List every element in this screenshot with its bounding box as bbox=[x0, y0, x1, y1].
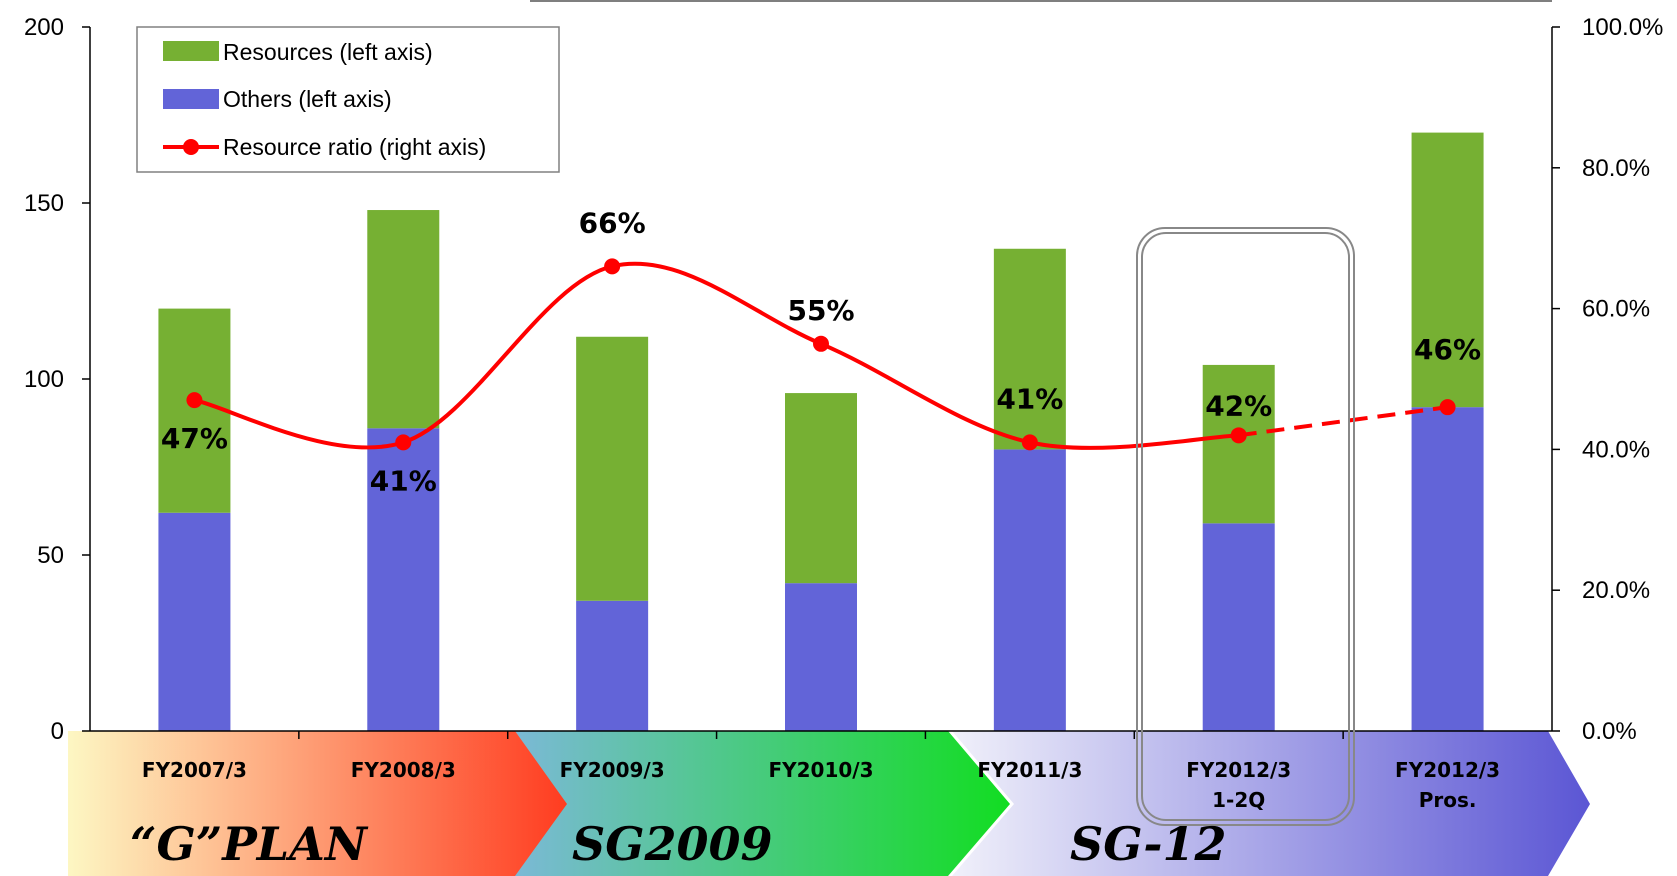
phase-arrow-sg12 bbox=[952, 731, 1590, 876]
category-label-5: FY2012/3 1-2Q bbox=[1186, 758, 1291, 812]
category-label-1: FY2008/3 bbox=[351, 758, 456, 782]
left-tick-label-3: 150 bbox=[24, 190, 64, 217]
phase-label-sg12: SG-12 bbox=[1070, 817, 1226, 871]
right-tick-label-1: 20.0% bbox=[1582, 577, 1650, 604]
ratio-label-5: 42% bbox=[1205, 389, 1272, 422]
bar-others-0 bbox=[158, 512, 231, 731]
ratio-point-1 bbox=[395, 434, 412, 451]
left-tick-label-0: 0 bbox=[51, 718, 64, 745]
category-labels: FY2007/3 FY2008/3 FY2009/3 FY2010/3 FY2011/3… bbox=[142, 758, 1500, 812]
bar-others-5 bbox=[1202, 523, 1275, 731]
left-tick-label-1: 50 bbox=[37, 542, 64, 569]
right-tick-label-4: 80.0% bbox=[1582, 155, 1650, 182]
legend-swatch-resources bbox=[163, 41, 219, 61]
bar-others-4 bbox=[993, 449, 1066, 731]
ratio-label-3: 55% bbox=[787, 294, 854, 327]
legend-swatch-others bbox=[163, 89, 219, 109]
bar-resources-1 bbox=[367, 210, 440, 429]
bar-others-6 bbox=[1411, 407, 1484, 731]
right-tick-label-0: 0.0% bbox=[1582, 718, 1637, 745]
legend-label-others: Others (left axis) bbox=[223, 86, 392, 112]
right-tick-label-5: 100.0% bbox=[1582, 14, 1663, 41]
highlight-box-outer bbox=[1136, 227, 1355, 826]
phase-arrows bbox=[68, 731, 1590, 876]
ratio-label-0: 47% bbox=[161, 422, 228, 455]
ratio-line-solid bbox=[194, 261, 1239, 450]
legend-label-ratio: Resource ratio (right axis) bbox=[223, 134, 486, 160]
bar-resources-3 bbox=[785, 393, 857, 584]
category-label-3: FY2010/3 bbox=[768, 758, 873, 782]
phase-label-gplan: “G”PLAN bbox=[130, 817, 369, 871]
legend: Resources (left axis) Others (left axis)… bbox=[136, 26, 560, 173]
ticks-layer: 0 50 100 150 200 0.0% 20.0% 40.0% 60.0% 80.0% 100.… bbox=[24, 14, 1663, 745]
phase-label-sg2009: SG2009 bbox=[572, 817, 773, 871]
ratio-label-4: 41% bbox=[996, 382, 1063, 415]
category-label-6: FY2012/3 Pros. bbox=[1395, 758, 1500, 812]
ratio-point-5 bbox=[1230, 427, 1247, 444]
phase-arrow-sg2009 bbox=[515, 731, 1010, 876]
bar-resources-6 bbox=[1411, 132, 1484, 408]
bars-layer bbox=[158, 132, 1484, 731]
bar-resources-2 bbox=[576, 336, 649, 601]
legend-swatch-ratio-marker bbox=[183, 139, 199, 155]
ratio-line-layer bbox=[186, 258, 1456, 451]
ratio-point-2 bbox=[604, 258, 621, 275]
ratio-label-1: 41% bbox=[370, 464, 437, 497]
bar-resources-4 bbox=[993, 248, 1066, 450]
ratio-point-3 bbox=[813, 335, 829, 352]
legend-label-resources: Resources (left axis) bbox=[223, 39, 433, 65]
ratio-point-6 bbox=[1439, 399, 1456, 416]
category-label-4: FY2011/3 bbox=[977, 758, 1082, 782]
ratio-line-dashed bbox=[1238, 405, 1448, 438]
left-tick-label-2: 100 bbox=[24, 366, 64, 393]
bar-resources-0 bbox=[158, 308, 231, 513]
bar-others-3 bbox=[785, 583, 857, 731]
point-labels: 47% 41% 66% 55% 41% 42% 46% bbox=[161, 206, 1481, 497]
bar-others-2 bbox=[576, 600, 649, 731]
phase-arrow-gplan bbox=[68, 731, 570, 876]
category-label-2: FY2009/3 bbox=[560, 758, 665, 782]
left-tick-label-4: 200 bbox=[24, 14, 64, 41]
ratio-label-6: 46% bbox=[1414, 333, 1481, 366]
bar-others-1 bbox=[367, 428, 440, 731]
highlight-box-inner bbox=[1141, 232, 1350, 821]
right-tick-label-3: 60.0% bbox=[1582, 296, 1650, 323]
ratio-point-0 bbox=[186, 392, 203, 409]
right-tick-label-2: 40.0% bbox=[1582, 436, 1650, 463]
ratio-label-2: 66% bbox=[579, 206, 646, 239]
category-label-0: FY2007/3 bbox=[142, 758, 247, 782]
bar-resources-5 bbox=[1202, 364, 1275, 524]
ratio-point-4 bbox=[1021, 434, 1038, 451]
